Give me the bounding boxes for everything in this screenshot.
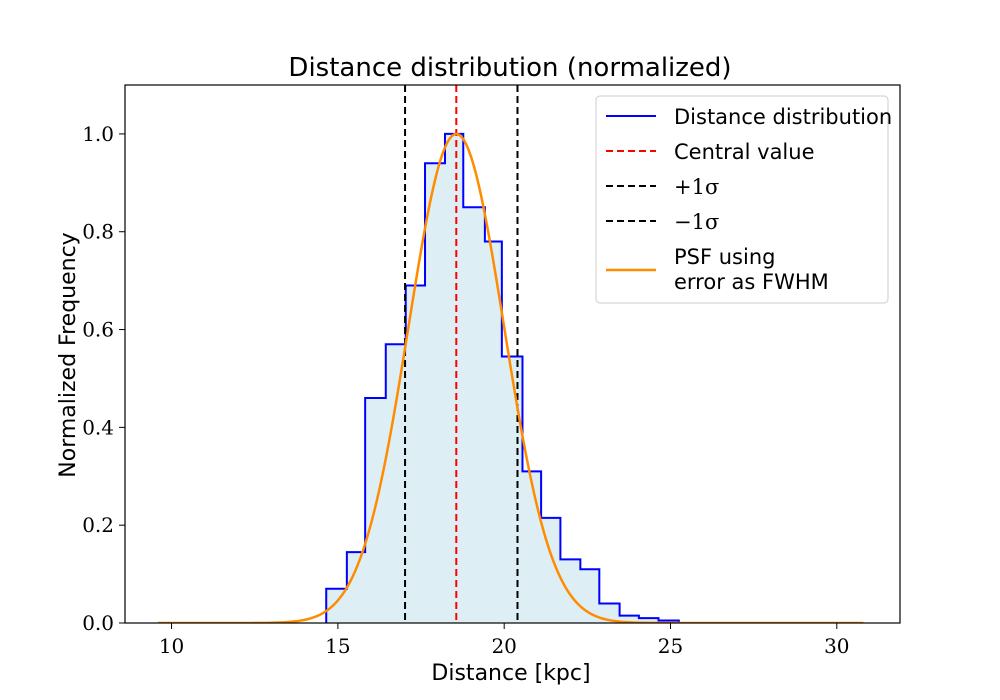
histogram-step-line	[325, 132, 680, 623]
x-tick-label: 15	[325, 634, 350, 658]
y-tick-label: 0.2	[82, 513, 114, 537]
legend-label-plus-sigma: +1σ	[674, 175, 719, 199]
legend-label-central: Central value	[674, 140, 815, 164]
y-axis: 0.0 0.2 0.4 0.6 0.8 1.0	[82, 122, 125, 635]
y-tick-label: 0.0	[82, 611, 114, 635]
chart-title: Distance distribution (normalized)	[288, 53, 731, 83]
legend: Distance distribution Central value +1σ …	[595, 95, 892, 304]
x-tick-label: 20	[491, 634, 516, 658]
legend-box	[595, 95, 889, 304]
x-axis-label: Distance [kpc]	[431, 661, 590, 686]
y-tick-label: 0.8	[82, 220, 114, 244]
x-tick-label: 30	[824, 634, 849, 658]
histogram-fill	[326, 133, 679, 623]
y-tick-label: 1.0	[82, 122, 114, 146]
x-tick-label: 10	[159, 634, 184, 658]
legend-label-psf-line1: PSF using	[674, 245, 775, 269]
legend-label-psf-line2: error as FWHM	[674, 270, 829, 294]
y-axis-label: Normalized Frequency	[56, 232, 81, 477]
x-tick-label: 25	[658, 634, 683, 658]
plot-frame	[124, 84, 901, 624]
x-axis: 10 15 20 25 30	[159, 623, 850, 658]
y-tick-label: 0.6	[82, 318, 114, 342]
y-tick-label: 0.4	[82, 415, 114, 439]
legend-label-distribution: Distance distribution	[674, 105, 892, 129]
legend-label-minus-sigma: −1σ	[674, 210, 719, 234]
